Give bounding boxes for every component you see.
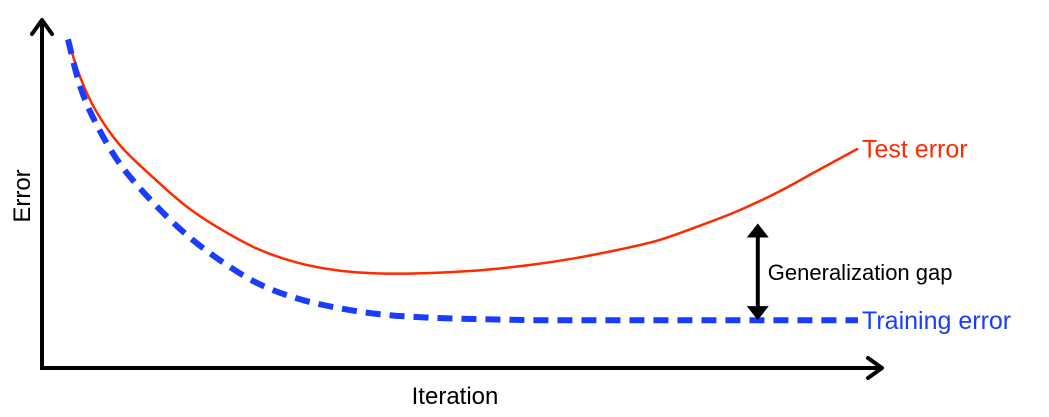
axes <box>30 18 884 380</box>
gap-arrow-bottom-head <box>746 306 769 321</box>
x-axis-label: Iteration <box>412 383 499 410</box>
x-axis-arrowhead <box>866 356 884 380</box>
annotation-layer: Generalization gap <box>746 223 953 321</box>
gap-arrow-top-head <box>746 223 769 238</box>
training-error-line <box>65 38 858 324</box>
training-error-label: Training error <box>862 307 1011 335</box>
y-axis-label: Error <box>9 169 36 222</box>
test-error-line <box>66 39 859 275</box>
series-layer <box>65 38 859 324</box>
generalization-gap-label: Generalization gap <box>768 260 953 285</box>
test-error-label: Test error <box>862 136 968 164</box>
y-axis-arrowhead <box>30 18 54 36</box>
